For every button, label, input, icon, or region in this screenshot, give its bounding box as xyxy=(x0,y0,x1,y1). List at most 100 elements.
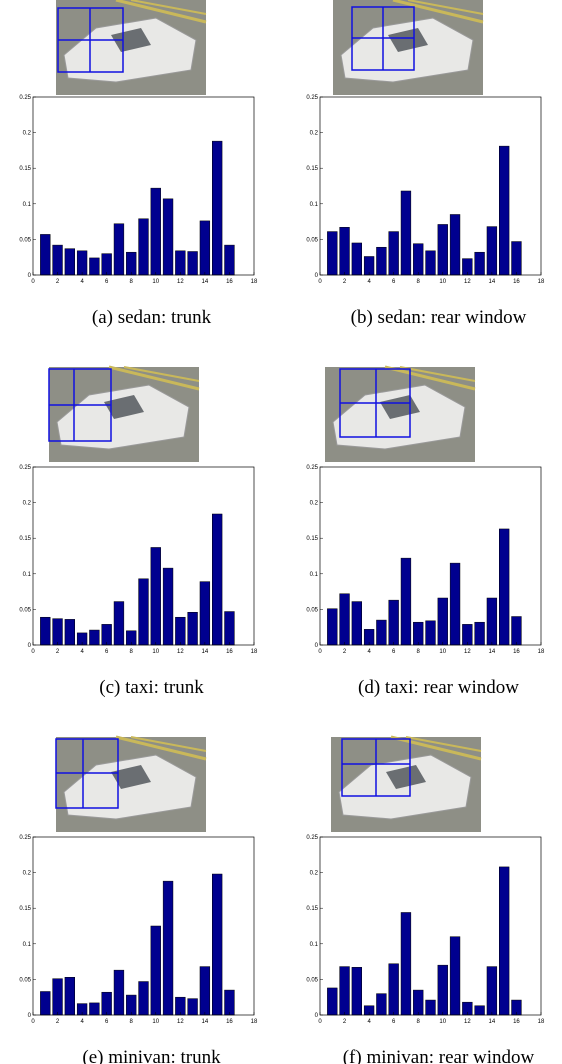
bar xyxy=(40,992,50,1015)
x-tick-label: 10 xyxy=(439,1019,446,1025)
photo-f xyxy=(331,737,481,832)
bar xyxy=(352,602,362,645)
bar xyxy=(512,242,522,275)
x-tick-label: 14 xyxy=(489,1019,496,1025)
bar xyxy=(53,619,63,645)
bar xyxy=(512,617,522,645)
y-tick-label: 0.25 xyxy=(19,95,31,101)
y-tick-label: 0.15 xyxy=(306,906,318,912)
bar xyxy=(352,243,362,275)
y-tick-label: 0.05 xyxy=(306,977,318,983)
x-tick-label: 16 xyxy=(513,649,520,655)
photo-a xyxy=(56,0,206,95)
y-tick-label: 0.05 xyxy=(19,237,31,243)
y-tick-label: 0.25 xyxy=(19,835,31,841)
x-tick-label: 4 xyxy=(367,1019,371,1025)
bar xyxy=(225,990,235,1015)
bar xyxy=(426,621,436,645)
bar xyxy=(40,234,50,275)
bar xyxy=(151,547,161,645)
y-tick-label: 0.25 xyxy=(306,95,318,101)
page: {"chart_data": [ {"type": "bar", "captio… xyxy=(0,0,562,1064)
bar xyxy=(340,967,350,1015)
x-tick-label: 6 xyxy=(105,649,109,655)
x-tick-label: 10 xyxy=(152,279,159,285)
bar xyxy=(462,624,472,645)
bar xyxy=(139,579,149,645)
bar xyxy=(139,219,149,275)
x-tick-label: 8 xyxy=(130,1019,134,1025)
x-tick-label: 18 xyxy=(251,649,258,655)
caption: (a) sedan: trunk xyxy=(92,307,212,328)
bar xyxy=(499,146,509,275)
x-tick-label: 4 xyxy=(80,279,84,285)
x-tick-label: 16 xyxy=(226,649,233,655)
bar xyxy=(212,874,222,1015)
x-tick-label: 12 xyxy=(177,1019,184,1025)
bar xyxy=(53,245,63,275)
x-tick-label: 10 xyxy=(152,1019,159,1025)
bar xyxy=(114,602,124,645)
y-tick-label: 0.1 xyxy=(23,202,32,208)
x-tick-label: 6 xyxy=(392,1019,396,1025)
x-tick-label: 4 xyxy=(367,279,371,285)
bar xyxy=(200,967,210,1015)
y-tick-label: 0.15 xyxy=(19,536,31,542)
photo-e xyxy=(56,737,206,832)
bar xyxy=(212,141,222,275)
x-tick-label: 12 xyxy=(464,279,471,285)
caption: (b) sedan: rear window xyxy=(351,307,527,328)
x-tick-label: 0 xyxy=(318,279,322,285)
bar xyxy=(163,568,173,645)
bar xyxy=(438,965,448,1015)
bar xyxy=(65,619,75,645)
y-tick-label: 0.15 xyxy=(19,166,31,172)
y-tick-label: 0.1 xyxy=(23,942,32,948)
y-tick-label: 0.25 xyxy=(306,835,318,841)
x-tick-label: 6 xyxy=(105,279,109,285)
x-tick-label: 2 xyxy=(343,649,347,655)
bar xyxy=(200,582,210,645)
x-tick-label: 14 xyxy=(202,279,209,285)
photo-d xyxy=(325,367,475,462)
x-tick-label: 18 xyxy=(251,279,258,285)
y-tick-label: 0.1 xyxy=(310,202,319,208)
x-tick-label: 14 xyxy=(202,1019,209,1025)
x-tick-label: 16 xyxy=(226,1019,233,1025)
bar xyxy=(352,967,362,1015)
bar xyxy=(102,254,112,275)
y-tick-label: 0.1 xyxy=(310,942,319,948)
bar xyxy=(126,252,136,275)
bar xyxy=(163,199,173,275)
bar xyxy=(401,558,411,645)
x-tick-label: 16 xyxy=(513,279,520,285)
bar xyxy=(200,221,210,275)
bar xyxy=(327,609,337,645)
bar xyxy=(487,598,497,645)
bar xyxy=(475,252,485,275)
bar xyxy=(389,232,399,275)
bar xyxy=(65,977,75,1015)
x-tick-label: 8 xyxy=(130,279,134,285)
y-tick-label: 0.15 xyxy=(306,166,318,172)
caption: (c) taxi: trunk xyxy=(99,677,204,698)
x-tick-label: 16 xyxy=(513,1019,520,1025)
photo-c xyxy=(49,367,199,462)
bar xyxy=(438,598,448,645)
x-tick-label: 2 xyxy=(343,279,347,285)
bar xyxy=(188,252,198,275)
x-tick-label: 4 xyxy=(80,1019,84,1025)
bar xyxy=(102,992,112,1015)
bar xyxy=(413,244,423,275)
bar xyxy=(89,258,99,275)
figure: 00.050.10.150.20.25024681012141618(a) se… xyxy=(0,0,562,1064)
bar xyxy=(114,224,124,275)
bar xyxy=(475,1006,485,1015)
x-tick-label: 18 xyxy=(538,279,545,285)
bar xyxy=(426,1000,436,1015)
photo-b xyxy=(333,0,483,95)
bar xyxy=(212,514,222,645)
y-tick-label: 0.05 xyxy=(306,237,318,243)
y-tick-label: 0.05 xyxy=(19,607,31,613)
bar xyxy=(77,251,87,275)
